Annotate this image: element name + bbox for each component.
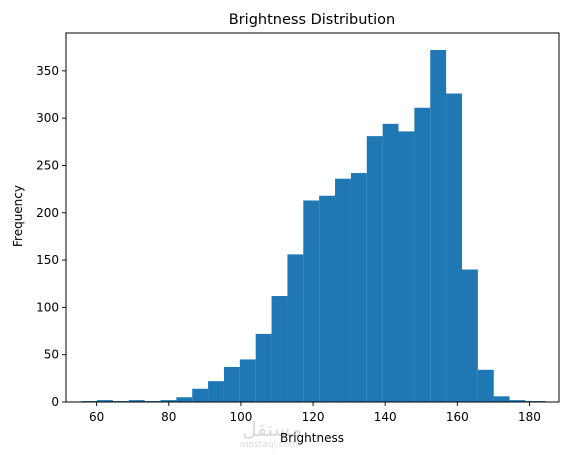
y-tick-label: 0: [51, 395, 59, 409]
x-tick-label: 140: [374, 410, 397, 424]
x-tick-label: 60: [89, 410, 104, 424]
histogram-bar: [335, 178, 351, 402]
histogram-bar: [176, 397, 193, 402]
x-tick-label: 100: [229, 410, 252, 424]
histogram-bar: [446, 93, 462, 403]
x-tick-label: 160: [446, 410, 469, 424]
watermark-subtext: mostaql.com: [240, 440, 298, 450]
y-tick-label: 150: [36, 253, 59, 267]
y-tick-label: 350: [36, 64, 59, 78]
y-tick-label: 200: [36, 206, 59, 220]
histogram-bar: [319, 195, 336, 402]
x-tick-label: 80: [161, 410, 176, 424]
y-tick-label: 100: [36, 300, 59, 314]
watermark-logo: مستقل mostaql.com: [240, 417, 302, 450]
y-tick-label: 250: [36, 158, 59, 172]
chart-title: Brightness Distribution: [229, 12, 395, 28]
histogram-bar: [477, 369, 494, 402]
histogram-bar: [461, 269, 478, 402]
histogram-bar: [430, 50, 447, 402]
histogram-bar: [287, 254, 304, 402]
histogram-bar: [208, 381, 224, 402]
x-axis-title: Brightness: [280, 431, 344, 445]
bars-group: [81, 50, 546, 403]
histogram-bar: [255, 333, 272, 402]
histogram-bar: [382, 123, 399, 402]
histogram-bar: [398, 131, 415, 402]
histogram-bar: [192, 388, 209, 402]
histogram-bar: [366, 136, 383, 402]
plot-frame: [65, 32, 560, 403]
histogram-bar: [128, 400, 145, 402]
histogram-bar: [350, 173, 367, 402]
y-tick-label: 300: [36, 111, 59, 125]
histogram-bar: [509, 400, 526, 402]
watermark-text: مستقل: [242, 417, 302, 441]
y-tick-label: 50: [44, 348, 59, 362]
histogram-bar: [239, 359, 256, 402]
histogram-bar: [493, 396, 510, 402]
histogram-bar: [271, 296, 288, 402]
histogram-bar: [223, 366, 240, 402]
histogram-bar: [160, 400, 177, 402]
x-tick-label: 180: [518, 410, 541, 424]
y-axis-ticks: 0 50 100 150 200 250 300 350: [36, 64, 66, 409]
histogram-bar: [414, 107, 431, 402]
x-tick-label: 120: [302, 410, 325, 424]
histogram-bar: [97, 400, 113, 402]
y-axis-title: Frequency: [11, 185, 25, 247]
x-axis-ticks: 60 80 100 120 140 160 180: [89, 402, 541, 424]
histogram-bar: [303, 200, 320, 402]
